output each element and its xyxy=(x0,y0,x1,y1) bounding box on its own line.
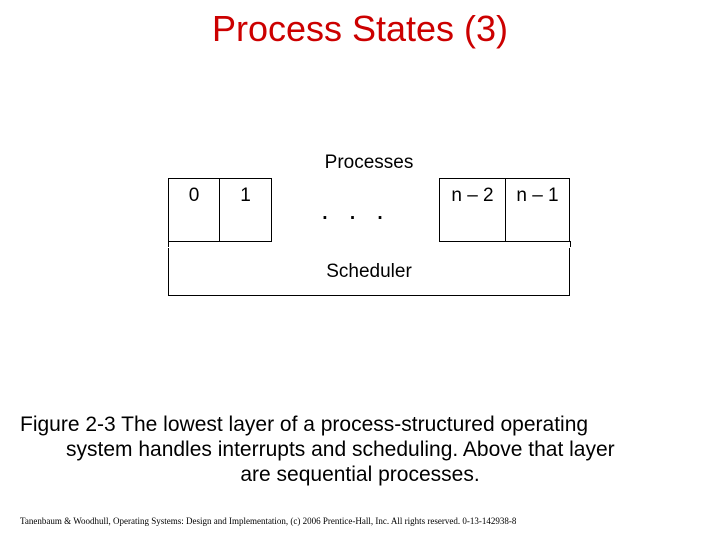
proc-cell-n-1: n – 1 xyxy=(506,178,570,242)
caption-line-3: are sequential processes. xyxy=(20,462,700,487)
scheduler-box: Scheduler xyxy=(168,248,570,296)
process-diagram: Processes 0 1 . . . n – 2 n – 1 Schedule… xyxy=(168,152,570,296)
proc-cell-ellipsis: . . . xyxy=(272,178,440,242)
proc-cell-0: 0 xyxy=(168,178,220,242)
processes-label: Processes xyxy=(168,152,570,174)
proc-cell-n-2: n – 2 xyxy=(440,178,506,242)
caption-line-1: Figure 2-3 The lowest layer of a process… xyxy=(20,412,700,437)
figure-caption: Figure 2-3 The lowest layer of a process… xyxy=(20,412,700,488)
proc-cell-1: 1 xyxy=(220,178,272,242)
copyright-footer: Tanenbaum & Woodhull, Operating Systems:… xyxy=(20,516,700,526)
caption-line-2: system handles interrupts and scheduling… xyxy=(20,437,700,462)
slide-title: Process States (3) xyxy=(0,8,720,50)
process-row: 0 1 . . . n – 2 n – 1 xyxy=(168,178,570,242)
